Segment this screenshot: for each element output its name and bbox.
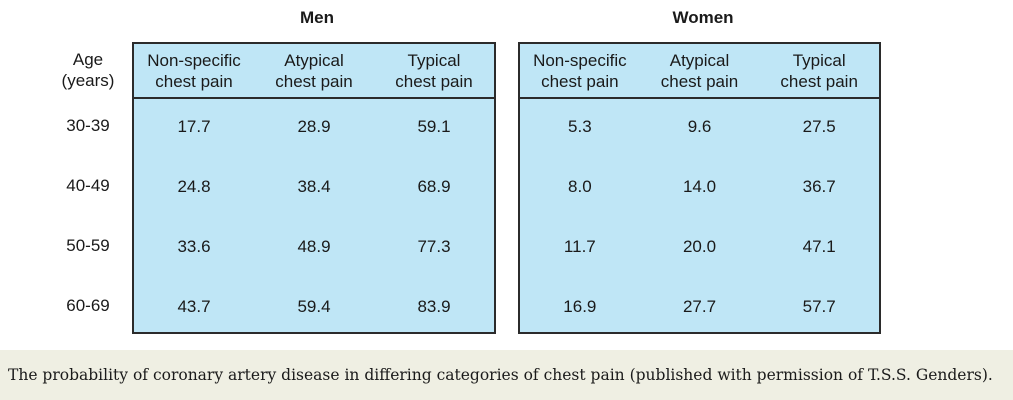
age-label: 50-59 [66,236,110,255]
table-row: 24.8 38.4 68.9 [134,176,494,198]
figure-caption: The probability of coronary artery disea… [0,350,1013,400]
table-row: 33.6 48.9 77.3 [134,236,494,258]
table-row: 17.7 28.9 59.1 [134,116,494,138]
table-cell: 43.7 [177,297,211,316]
men-table-panel: Non-specific chest pain Atypical chest p… [132,42,496,334]
table-cell: 27.5 [802,117,836,136]
table-cell: 11.7 [563,237,596,256]
table-row: 43.7 59.4 83.9 [134,296,494,318]
men-group-title: Men [300,8,334,27]
table-cell: 8.0 [568,177,592,196]
age-label: 40-49 [66,176,110,195]
table-row: 11.7 20.0 47.1 [520,236,879,258]
table-cell: 16.9 [563,297,597,316]
table-cell: 38.4 [297,177,331,196]
table-cell: 59.1 [417,117,451,136]
table-cell: 28.9 [297,117,331,136]
table-cell: 17.7 [177,117,211,136]
table-cell: 59.4 [297,297,331,316]
table-cell: 14.0 [682,177,717,196]
column-header-typical: Typical chest pain [780,50,858,91]
table-cell: 48.9 [297,237,331,256]
table-row: 16.9 27.7 57.7 [520,296,879,318]
women-table-panel: Non-specific chest pain Atypical chest p… [518,42,881,334]
column-header-non-specific: Non-specific chest pain [533,50,627,91]
age-label: 60-69 [66,296,110,315]
table-cell: 20.0 [682,237,717,256]
table-cell: 36.7 [802,177,836,196]
table-cell: 77.3 [417,237,451,256]
column-header-atypical: Atypical chest pain [275,50,353,91]
table-row: 8.0 14.0 36.7 [520,176,879,198]
table-cell: 57.7 [802,297,836,316]
table-cell: 9.6 [687,117,712,136]
column-header-non-specific: Non-specific chest pain [147,50,241,91]
table-cell: 83.9 [417,297,451,316]
table-cell: 47.1 [802,237,836,256]
age-column-header: Age (years) [61,50,115,90]
women-column-headers: Non-specific chest pain Atypical chest p… [520,44,879,99]
column-header-atypical: Atypical chest pain [660,50,739,91]
table-cell: 5.3 [568,117,592,136]
women-group-title: Women [672,8,734,27]
age-label: 30-39 [66,116,110,135]
table-cell: 27.7 [682,297,717,316]
table-cell: 24.8 [177,177,211,196]
men-column-headers: Non-specific chest pain Atypical chest p… [134,44,494,99]
table-row: 5.3 9.6 27.5 [520,116,879,138]
column-header-typical: Typical chest pain [395,50,473,91]
table-cell: 68.9 [417,177,451,196]
table-cell: 33.6 [177,237,211,256]
